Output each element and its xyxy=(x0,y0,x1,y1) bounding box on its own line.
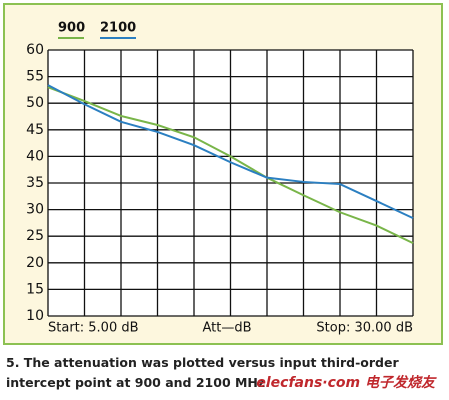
legend-label: 2100 xyxy=(100,21,136,36)
x-stop-label: Stop: 30.00 dB xyxy=(316,321,413,336)
y-tick-label: 50 xyxy=(26,95,44,111)
caption: 5. The attenuation was plotted versus in… xyxy=(6,355,399,390)
y-tick-label: 15 xyxy=(26,281,44,297)
y-tick-label: 30 xyxy=(26,202,44,218)
x-axis-label: Att—dB xyxy=(202,321,251,336)
watermark: elecfans·com 电子发烧友 xyxy=(256,375,435,391)
chart: 10 15 20 25 30 35 40 45 50 55 60 Start: 5.00 dB Att—… xyxy=(3,3,443,345)
y-tick-label: 40 xyxy=(26,148,44,164)
y-tick-label: 60 xyxy=(26,42,44,58)
y-tick-label: 10 xyxy=(26,308,44,324)
legend-label: 900 xyxy=(58,21,85,36)
y-tick-label: 55 xyxy=(26,69,44,85)
y-tick-label: 35 xyxy=(26,175,44,191)
y-tick-label: 25 xyxy=(26,228,44,244)
series-line xyxy=(47,86,414,245)
series-line xyxy=(47,84,414,220)
y-tick-label: 45 xyxy=(26,122,44,138)
y-tick-label: 20 xyxy=(26,255,44,271)
x-start-label: Start: 5.00 dB xyxy=(48,321,139,336)
